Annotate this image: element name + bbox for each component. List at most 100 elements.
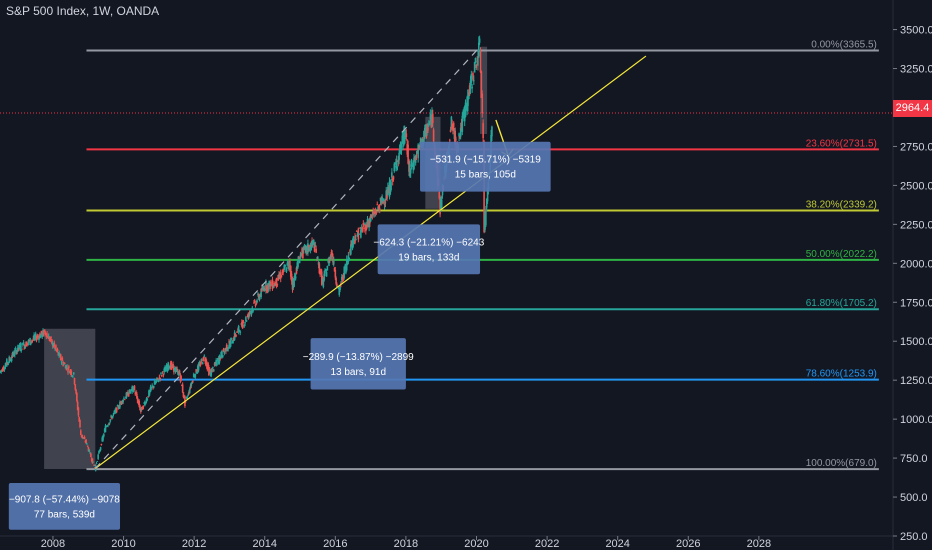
candle-body [76,392,78,401]
candle-body [56,349,59,352]
candle-body [288,260,290,262]
candle-body [305,246,308,253]
candle-body [249,311,252,313]
candle-body [163,368,166,373]
candle-body [208,369,211,374]
candle-body [118,406,120,409]
candle-body [154,382,157,385]
candle-body [348,257,351,261]
candle-body [185,396,188,399]
candle-body [271,279,274,290]
candle-body [178,370,181,375]
candle-body [125,392,128,399]
x-tick-label: 2014 [252,538,276,550]
candle-body [403,128,406,144]
candle-body [55,349,58,352]
candle-body [382,201,384,204]
candle-body [1,369,3,371]
candle-body [308,247,311,252]
dashed-channel-line [94,46,481,469]
candle-body [236,331,238,333]
candle-body [225,344,228,351]
candle-body [86,445,89,447]
candle-body [369,220,371,224]
candle-body [419,144,421,147]
candle-body [300,253,303,255]
candle-body [388,181,391,198]
candle-body [26,342,28,347]
candle-body [406,143,409,155]
candle-body [312,240,314,245]
candle-body [294,276,297,279]
candle-body [130,389,133,391]
candle-body [396,166,399,168]
candle-body [142,405,145,409]
candle-body [227,347,230,349]
candle-body [259,294,262,296]
candle-body [92,461,95,463]
candle-body [209,371,212,375]
measure-box [310,338,406,390]
candle-body [23,345,26,349]
candle-body [113,410,116,413]
candle-body [164,367,166,369]
candle-body [145,398,148,403]
candle-body [279,275,281,278]
candle-body [45,333,48,338]
fib-level-label: 61.80%(1705.2) [806,298,877,309]
candle-body [222,348,225,352]
current-price-tag: 2964.4 [893,100,932,117]
measure-box-text: 15 bars, 105d [455,170,516,181]
candle-body [0,370,3,372]
candle-body [4,365,7,369]
candle-body [219,357,222,360]
candle-body [389,180,392,195]
candle-body [415,155,418,157]
y-tick-label: 250.0 [900,531,928,543]
candle-body [240,323,242,325]
measure-box-text: 77 bars, 539d [34,509,95,520]
candle-body [376,204,379,206]
candle-body [298,260,301,264]
candle-body [361,226,364,232]
candle-body [85,439,87,443]
candle-body [177,370,179,375]
candle-body [47,335,50,340]
candle-body [61,357,64,361]
candle-body [367,223,370,227]
candle-body [477,56,479,66]
candle-body [127,391,129,397]
candle-body [70,370,73,376]
y-tick-label: 2250.0 [900,219,932,231]
candle-body [360,227,363,233]
candle-body [122,399,124,403]
candle-body [317,262,320,265]
candle-body [264,289,266,291]
candle-body [41,332,44,337]
candle-body [472,72,474,80]
candle-body [291,279,294,290]
candle-body [398,152,400,161]
candle-body [199,364,202,367]
candle-body [133,385,136,391]
candle-body [54,348,56,350]
candle-body [3,369,6,371]
candle-body [340,276,343,281]
candle-body [19,344,22,351]
candle-body [106,425,108,427]
y-tick-label: 2750.0 [900,141,932,153]
measure-box-text: 19 bars, 133d [398,252,459,263]
candle-body [418,145,420,147]
candle-body [417,144,419,159]
candle-body [190,382,193,387]
candle-body [386,193,388,199]
candle-body [194,373,197,378]
candle-body [344,265,346,268]
candle-body [277,275,280,281]
candle-body [357,228,360,240]
candle-body [11,353,14,357]
candle-body [89,452,91,454]
candle-body [461,115,464,132]
candle-body [463,111,465,116]
